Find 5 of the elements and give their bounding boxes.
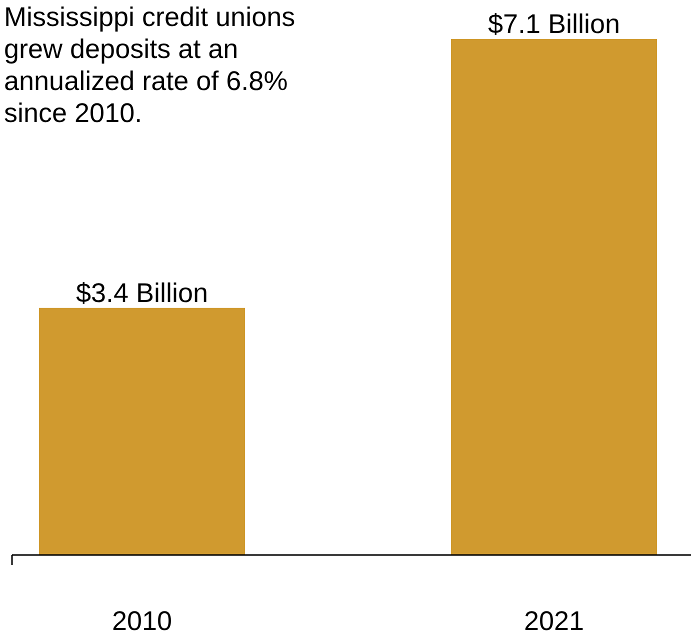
x-tick-label: 2021 — [524, 606, 584, 635]
chart-title: Mississippi credit unions grew deposits at an annualized rate of 6.8% since 2010. — [4, 2, 296, 128]
x-tick-label: 2010 — [112, 606, 172, 635]
data-label: $7.1 Billion — [488, 9, 620, 39]
data-label: $3.4 Billion — [76, 278, 208, 308]
